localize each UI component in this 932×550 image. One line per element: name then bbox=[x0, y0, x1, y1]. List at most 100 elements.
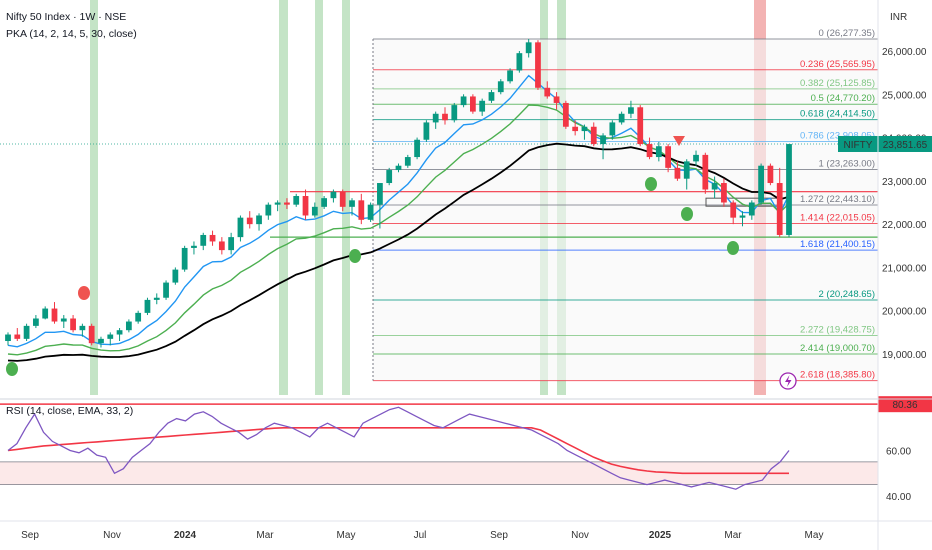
candle[interactable] bbox=[23, 323, 30, 342]
candle[interactable] bbox=[590, 122, 597, 147]
candle[interactable] bbox=[665, 144, 672, 173]
candle[interactable] bbox=[265, 202, 272, 220]
candle[interactable] bbox=[711, 176, 718, 199]
candle[interactable] bbox=[609, 120, 616, 140]
candle[interactable] bbox=[758, 163, 764, 205]
candle[interactable] bbox=[246, 211, 253, 229]
candle[interactable] bbox=[153, 293, 160, 305]
sell-triangle[interactable] bbox=[673, 136, 685, 146]
candle[interactable] bbox=[544, 81, 551, 99]
candle[interactable] bbox=[135, 310, 142, 324]
time-tick-label: Sep bbox=[21, 530, 39, 541]
candle-body bbox=[284, 202, 290, 205]
candle[interactable] bbox=[144, 297, 151, 316]
candle[interactable] bbox=[507, 68, 513, 84]
candle[interactable] bbox=[693, 150, 699, 166]
candle[interactable] bbox=[339, 189, 346, 212]
candle[interactable] bbox=[479, 98, 486, 116]
candle[interactable] bbox=[191, 241, 197, 255]
candle[interactable] bbox=[33, 315, 39, 329]
candle[interactable] bbox=[730, 200, 737, 225]
candle[interactable] bbox=[739, 211, 746, 227]
candle[interactable] bbox=[228, 232, 235, 255]
candle[interactable] bbox=[451, 102, 458, 123]
signal-dot[interactable] bbox=[645, 177, 657, 191]
candle[interactable] bbox=[5, 332, 11, 346]
candle[interactable] bbox=[274, 200, 281, 212]
candle[interactable] bbox=[163, 280, 169, 300]
signal-dot[interactable] bbox=[6, 362, 18, 376]
candle[interactable] bbox=[107, 332, 114, 346]
green-signal-band bbox=[342, 0, 350, 395]
candle[interactable] bbox=[721, 178, 727, 207]
candle[interactable] bbox=[460, 94, 467, 108]
candle[interactable] bbox=[683, 159, 690, 190]
signal-dot[interactable] bbox=[681, 207, 693, 221]
candle[interactable] bbox=[646, 137, 653, 160]
candle[interactable] bbox=[442, 107, 448, 125]
candle[interactable] bbox=[116, 328, 123, 342]
candle[interactable] bbox=[414, 137, 420, 160]
candle[interactable] bbox=[386, 167, 393, 186]
candle[interactable] bbox=[600, 133, 606, 160]
candle[interactable] bbox=[209, 230, 216, 246]
candle[interactable] bbox=[562, 100, 569, 129]
candle[interactable] bbox=[702, 152, 709, 194]
candle[interactable] bbox=[98, 336, 104, 348]
candle[interactable] bbox=[367, 202, 374, 222]
candle-body bbox=[572, 126, 579, 132]
candle[interactable] bbox=[60, 315, 67, 329]
candle[interactable] bbox=[553, 92, 560, 110]
candle[interactable] bbox=[469, 94, 476, 114]
candle[interactable] bbox=[776, 167, 783, 238]
candle[interactable] bbox=[432, 111, 439, 129]
candle[interactable] bbox=[358, 193, 365, 225]
candle[interactable] bbox=[628, 100, 634, 119]
candle[interactable] bbox=[618, 111, 625, 125]
candle[interactable] bbox=[321, 196, 328, 209]
candle[interactable] bbox=[125, 319, 132, 333]
rsi-pane: 60.00 40.00 80.36 bbox=[0, 396, 932, 503]
candle[interactable] bbox=[237, 215, 244, 242]
candle[interactable] bbox=[256, 213, 262, 231]
candle[interactable] bbox=[42, 306, 49, 320]
candle[interactable] bbox=[284, 198, 290, 209]
candle[interactable] bbox=[535, 40, 541, 90]
candle[interactable] bbox=[516, 51, 523, 73]
currency-label: INR bbox=[890, 12, 907, 23]
candle[interactable] bbox=[786, 144, 792, 238]
candle[interactable] bbox=[404, 154, 411, 168]
candle[interactable] bbox=[497, 79, 504, 95]
candle[interactable] bbox=[79, 323, 86, 337]
candle[interactable] bbox=[181, 245, 188, 272]
candle[interactable] bbox=[767, 163, 774, 186]
candle[interactable] bbox=[488, 89, 495, 103]
candle[interactable] bbox=[423, 120, 430, 142]
candle[interactable] bbox=[88, 323, 95, 346]
candle[interactable] bbox=[655, 141, 662, 162]
candle[interactable] bbox=[525, 39, 532, 58]
candle[interactable] bbox=[311, 202, 318, 218]
candle[interactable] bbox=[293, 193, 300, 207]
candle[interactable] bbox=[637, 105, 644, 147]
alert-icon[interactable] bbox=[779, 372, 797, 390]
candle[interactable] bbox=[748, 200, 755, 220]
candle[interactable] bbox=[572, 120, 579, 136]
candle[interactable] bbox=[218, 237, 225, 255]
candle[interactable] bbox=[70, 315, 76, 333]
candle[interactable] bbox=[674, 161, 681, 181]
candle[interactable] bbox=[14, 328, 21, 342]
signal-dot[interactable] bbox=[727, 241, 739, 255]
candle[interactable] bbox=[395, 163, 402, 173]
candle[interactable] bbox=[200, 232, 207, 251]
candle[interactable] bbox=[330, 189, 337, 203]
candle[interactable] bbox=[377, 183, 383, 229]
candle-body bbox=[339, 191, 346, 207]
signal-dot[interactable] bbox=[78, 286, 90, 300]
candle[interactable] bbox=[581, 124, 588, 140]
candle[interactable] bbox=[349, 198, 355, 216]
signal-dot[interactable] bbox=[349, 249, 361, 263]
candle[interactable] bbox=[172, 267, 179, 285]
candle[interactable] bbox=[302, 189, 309, 220]
candle[interactable] bbox=[51, 302, 58, 324]
